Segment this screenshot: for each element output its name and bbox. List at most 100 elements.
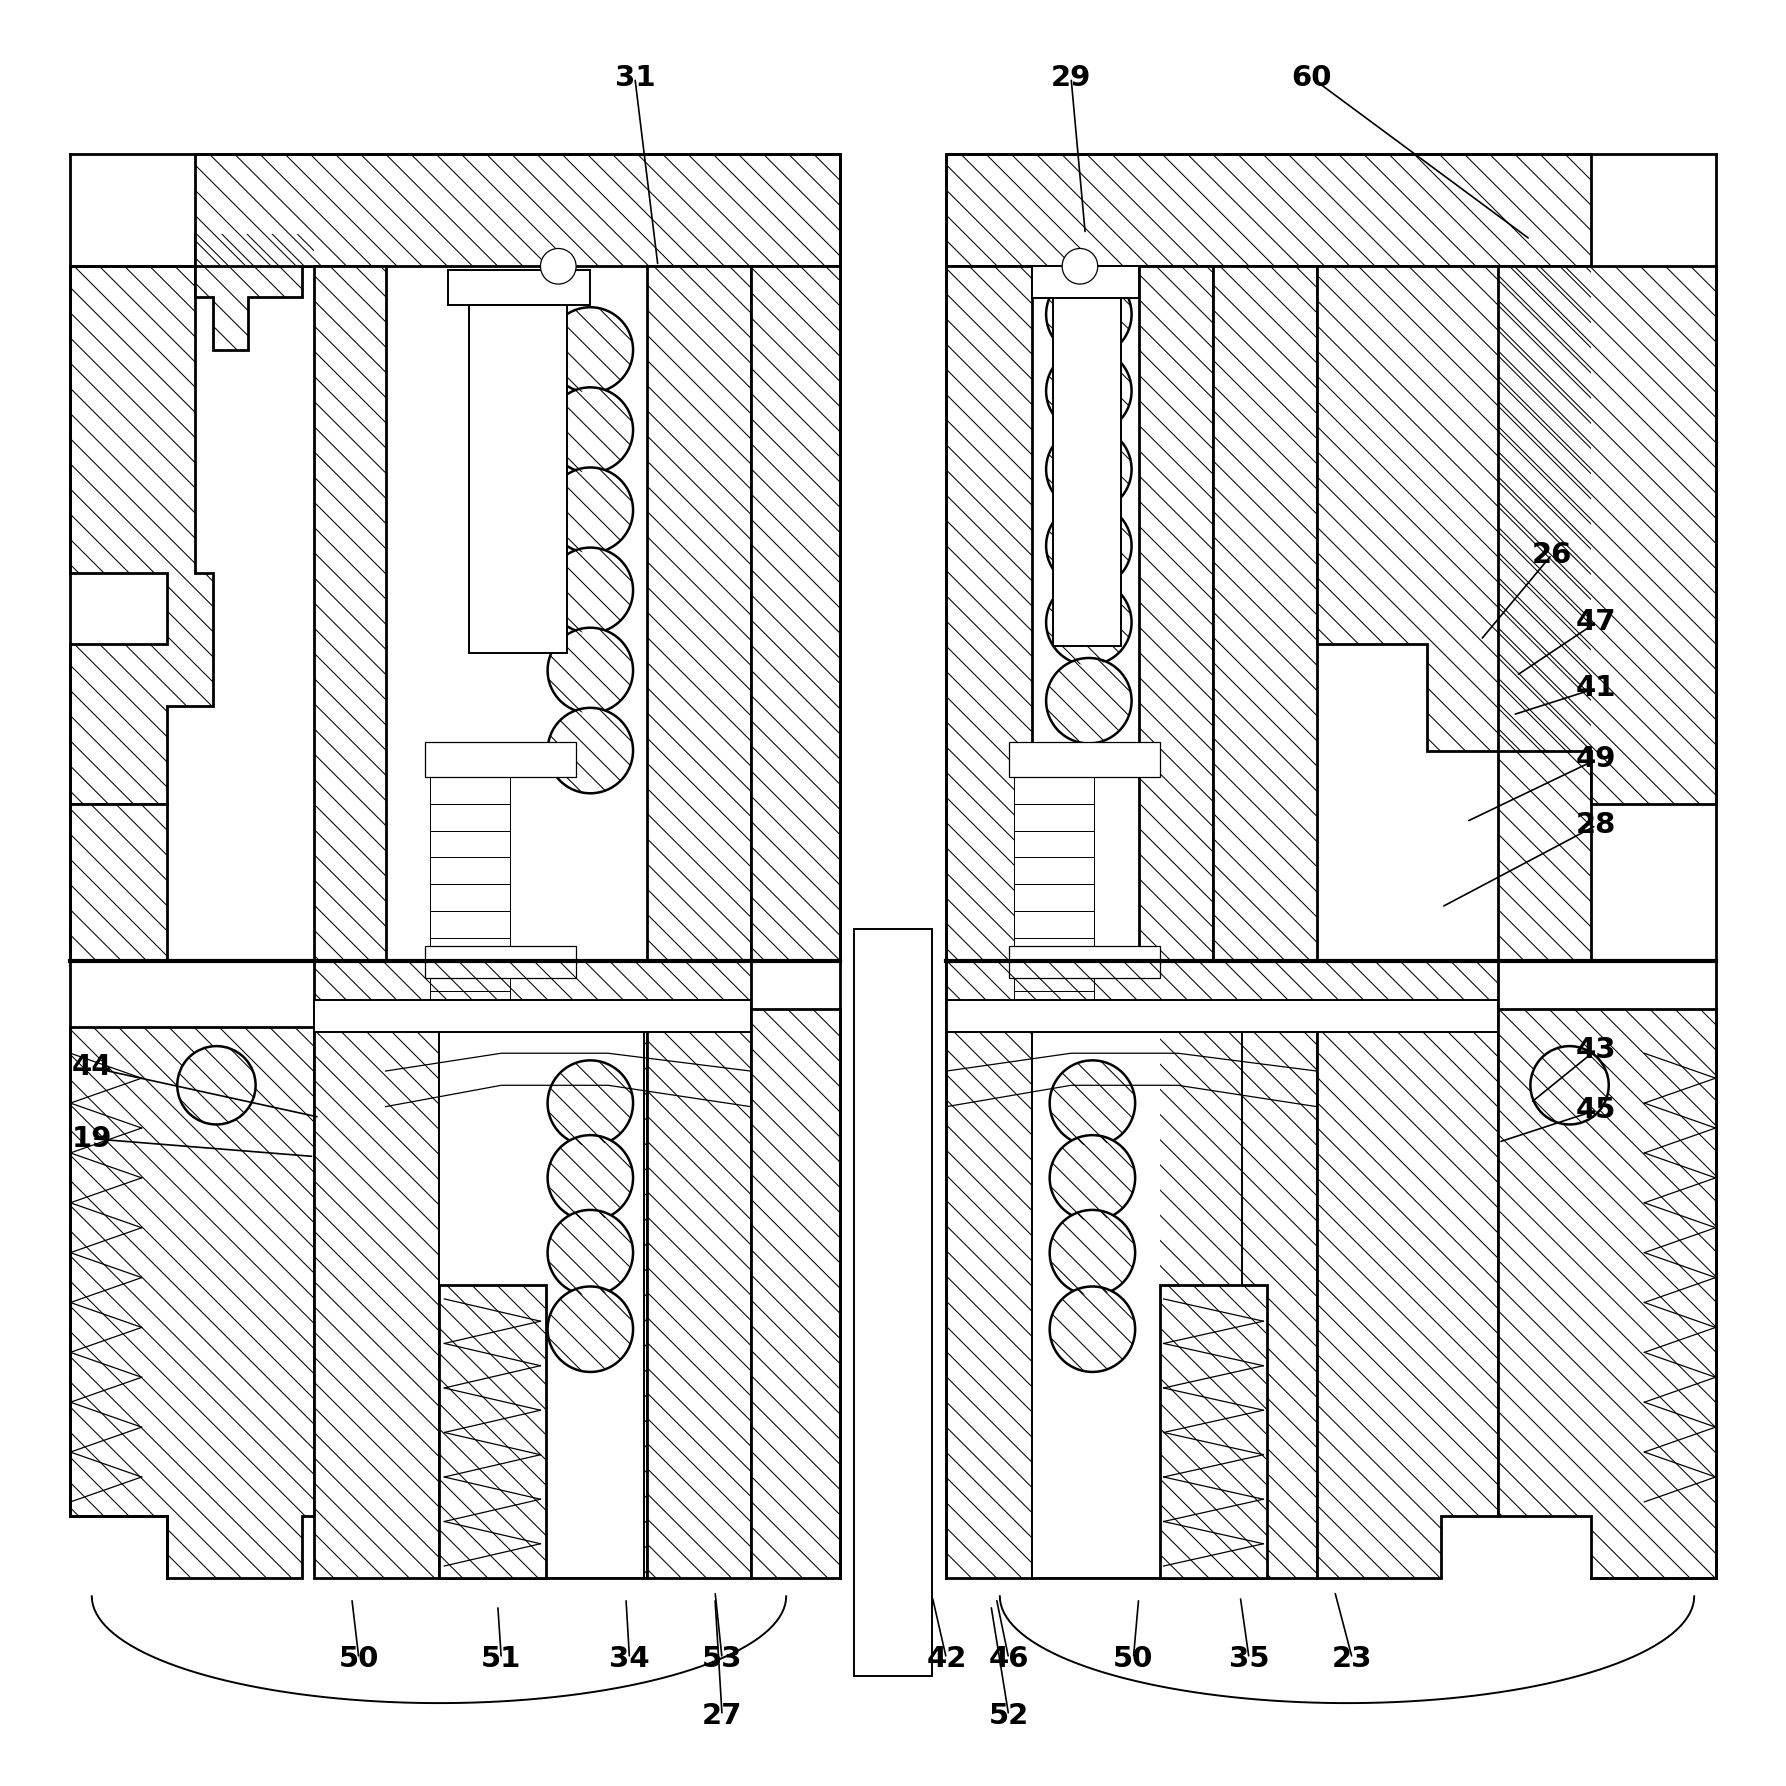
Bar — [430, 911, 511, 938]
Circle shape — [541, 248, 577, 284]
Polygon shape — [70, 1027, 314, 1579]
Polygon shape — [439, 1009, 647, 1579]
Text: 50: 50 — [1113, 1645, 1154, 1673]
Text: 60: 60 — [1291, 64, 1332, 91]
Bar — [1009, 947, 1161, 979]
Polygon shape — [647, 266, 750, 961]
Bar — [854, 929, 932, 1677]
Bar — [430, 884, 511, 911]
Text: 42: 42 — [927, 1645, 966, 1673]
Bar — [1054, 298, 1122, 645]
Text: 50: 50 — [339, 1645, 379, 1673]
Text: 28: 28 — [1577, 811, 1616, 839]
Circle shape — [1050, 1209, 1136, 1295]
Bar — [425, 947, 577, 979]
Circle shape — [1050, 1061, 1136, 1147]
Bar — [1014, 804, 1095, 830]
Bar — [430, 777, 511, 804]
Polygon shape — [947, 154, 1591, 266]
Bar — [430, 750, 511, 777]
Text: 45: 45 — [1575, 1097, 1616, 1123]
Bar — [430, 964, 511, 991]
Circle shape — [1063, 248, 1098, 284]
Text: 49: 49 — [1575, 745, 1616, 773]
Text: 35: 35 — [1229, 1645, 1270, 1673]
Circle shape — [1047, 657, 1132, 743]
Circle shape — [1047, 271, 1132, 357]
Polygon shape — [947, 961, 1498, 1009]
Bar — [430, 938, 511, 964]
Circle shape — [1047, 580, 1132, 664]
Bar — [1014, 938, 1095, 964]
Polygon shape — [1498, 1009, 1716, 1579]
Circle shape — [1050, 1286, 1136, 1372]
Text: 34: 34 — [609, 1645, 650, 1673]
Bar — [1014, 964, 1095, 991]
Text: 19: 19 — [71, 1125, 113, 1152]
Polygon shape — [195, 154, 839, 266]
Polygon shape — [750, 1009, 839, 1579]
Polygon shape — [1316, 266, 1591, 961]
Circle shape — [1531, 1047, 1609, 1125]
Bar — [1014, 830, 1095, 857]
Polygon shape — [439, 1284, 547, 1579]
Bar — [1014, 884, 1095, 911]
Circle shape — [1047, 427, 1132, 513]
Circle shape — [1047, 504, 1132, 589]
Text: 31: 31 — [614, 64, 655, 91]
Text: 23: 23 — [1332, 1645, 1373, 1673]
Polygon shape — [1032, 1009, 1161, 1579]
Polygon shape — [1161, 1009, 1316, 1579]
Circle shape — [548, 1286, 632, 1372]
Bar — [430, 804, 511, 830]
Text: 47: 47 — [1575, 609, 1616, 636]
Polygon shape — [1498, 266, 1716, 804]
Circle shape — [548, 388, 632, 473]
Bar — [430, 857, 511, 884]
Bar — [439, 1009, 643, 1579]
Polygon shape — [314, 961, 750, 1009]
Bar — [1014, 750, 1095, 777]
Polygon shape — [750, 266, 839, 961]
Bar — [1014, 911, 1095, 938]
Circle shape — [548, 1209, 632, 1295]
Text: 52: 52 — [989, 1702, 1029, 1729]
Circle shape — [548, 707, 632, 793]
Text: 43: 43 — [1575, 1036, 1616, 1064]
Bar — [1014, 857, 1095, 884]
Text: 51: 51 — [480, 1645, 522, 1673]
Text: 29: 29 — [1050, 64, 1091, 91]
Polygon shape — [1213, 266, 1316, 961]
Circle shape — [548, 1061, 632, 1147]
Polygon shape — [647, 1009, 750, 1579]
Text: 44: 44 — [71, 1054, 113, 1082]
Bar — [425, 741, 577, 777]
Circle shape — [548, 307, 632, 393]
Circle shape — [177, 1047, 255, 1125]
Circle shape — [548, 627, 632, 713]
Bar — [947, 1000, 1498, 1032]
Polygon shape — [1161, 1284, 1266, 1579]
Polygon shape — [195, 234, 314, 350]
Text: 46: 46 — [988, 1645, 1029, 1673]
Bar — [448, 270, 591, 305]
Bar — [1032, 1009, 1241, 1579]
Bar — [430, 830, 511, 857]
Bar — [1032, 266, 1139, 298]
Bar — [430, 991, 511, 1018]
Circle shape — [548, 548, 632, 632]
Circle shape — [1050, 1136, 1136, 1220]
Polygon shape — [1139, 266, 1213, 961]
Text: 41: 41 — [1575, 675, 1616, 702]
Circle shape — [1047, 348, 1132, 434]
Text: 26: 26 — [1532, 541, 1572, 568]
Polygon shape — [70, 804, 166, 961]
Polygon shape — [314, 1009, 439, 1579]
Text: 27: 27 — [702, 1702, 743, 1729]
Polygon shape — [947, 1009, 1032, 1579]
Bar — [1014, 991, 1095, 1018]
Circle shape — [548, 468, 632, 554]
Polygon shape — [70, 266, 213, 804]
Polygon shape — [314, 266, 386, 961]
Polygon shape — [1316, 1009, 1498, 1579]
